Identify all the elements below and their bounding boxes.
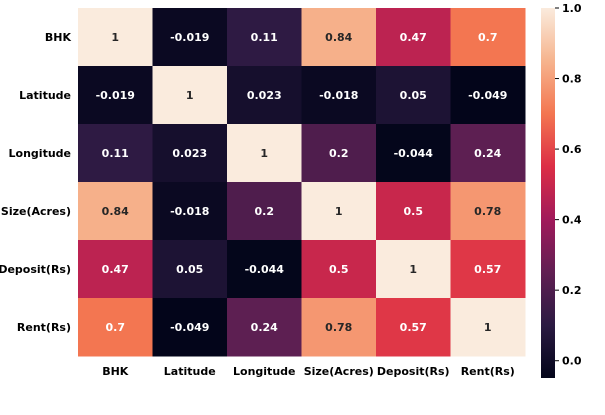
heatmap-cell xyxy=(227,8,302,67)
heatmap-cell xyxy=(152,240,228,299)
y-tick-label: Deposit(Rs) xyxy=(0,263,71,276)
cell-value-label: 0.05 xyxy=(176,263,203,276)
cell-value-label: 1 xyxy=(335,205,343,218)
heatmap-cell xyxy=(450,182,526,241)
cell-value-label: -0.044 xyxy=(245,263,285,276)
heatmap-cell xyxy=(301,240,377,299)
cell-value-label: 0.2 xyxy=(255,205,275,218)
cell-value-label: 0.05 xyxy=(400,89,427,102)
colorbar-tick-label: 0.2 xyxy=(562,284,582,297)
x-tick-label: Deposit(Rs) xyxy=(377,365,450,378)
heatmap-cell xyxy=(227,298,302,357)
y-tick-label: Longitude xyxy=(9,147,71,160)
heatmap-cell xyxy=(227,66,302,125)
colorbar-tick-label: 0.0 xyxy=(562,355,582,368)
cell-value-label: -0.044 xyxy=(394,147,434,160)
heatmap-cell xyxy=(301,124,377,183)
y-axis-tick-labels: BHK Latitude Longitude Size(Acres) Deposit(R… xyxy=(0,31,71,334)
heatmap-cell xyxy=(301,66,377,125)
colorbar-tick-label: 1.0 xyxy=(562,2,582,15)
heatmap-cell xyxy=(450,240,526,299)
colorbar-tick-label: 0.4 xyxy=(562,214,582,227)
heatmap-cell xyxy=(152,182,228,241)
colorbar-tick-label: 0.8 xyxy=(562,73,582,86)
heatmap-cell xyxy=(78,182,153,241)
heatmap-cell xyxy=(78,66,153,125)
cell-value-label: 0.2 xyxy=(329,147,349,160)
cell-value-label: 1 xyxy=(260,147,268,160)
heatmap-cell xyxy=(376,240,451,299)
y-tick-label: Rent(Rs) xyxy=(17,321,71,334)
y-tick-label: BHK xyxy=(45,31,72,44)
cell-value-label: 0.84 xyxy=(325,31,352,44)
heatmap-cell xyxy=(450,124,526,183)
y-tick-label: Latitude xyxy=(19,89,71,102)
y-tick-label: Size(Acres) xyxy=(1,205,71,218)
cell-value-label: 0.24 xyxy=(251,321,278,334)
heatmap-cell xyxy=(376,124,451,183)
cell-value-label: -0.018 xyxy=(170,205,209,218)
x-tick-label: Size(Acres) xyxy=(304,365,374,378)
cell-value-label: 1 xyxy=(111,31,119,44)
heatmap-cell xyxy=(152,298,228,357)
cell-value-label: 1 xyxy=(186,89,194,102)
cell-value-label: 0.84 xyxy=(102,205,129,218)
cell-value-label: 0.5 xyxy=(404,205,424,218)
cell-value-label: 0.78 xyxy=(325,321,352,334)
heatmap-cell xyxy=(376,66,451,125)
heatmap-cell xyxy=(152,124,228,183)
colorbar-ticks: 1.0 0.8 0.6 0.4 0.2 0.0 xyxy=(555,2,582,368)
cell-value-label: 1 xyxy=(409,263,417,276)
cell-value-label: 0.023 xyxy=(172,147,207,160)
heatmap-cell xyxy=(301,298,377,357)
heatmap-cell xyxy=(152,66,228,125)
cell-value-label: 0.023 xyxy=(247,89,282,102)
heatmap-cell xyxy=(227,124,302,183)
x-tick-label: Longitude xyxy=(233,365,295,378)
x-axis-tick-labels: BHK Latitude Longitude Size(Acres) Deposit(R… xyxy=(102,365,515,378)
cell-value-label: 0.47 xyxy=(400,31,427,44)
cell-value-label: 0.11 xyxy=(251,31,278,44)
cell-value-label: 0.11 xyxy=(102,147,129,160)
cell-value-label: 0.24 xyxy=(474,147,501,160)
x-tick-label: Latitude xyxy=(164,365,216,378)
colorbar-tick-label: 0.6 xyxy=(562,143,582,156)
cell-value-label: 0.5 xyxy=(329,263,349,276)
heatmap-cell xyxy=(152,8,228,67)
cell-value-label: 0.57 xyxy=(400,321,427,334)
cell-value-label: 0.57 xyxy=(474,263,501,276)
heatmap-cell xyxy=(78,298,153,357)
cell-value-label: -0.049 xyxy=(468,89,507,102)
cell-value-label: 1 xyxy=(484,321,492,334)
heatmap-cell xyxy=(376,298,451,357)
heatmap-cell xyxy=(78,124,153,183)
x-tick-label: Rent(Rs) xyxy=(461,365,515,378)
heatmap-cell xyxy=(301,182,377,241)
heatmap-cell xyxy=(376,182,451,241)
cell-value-label: -0.049 xyxy=(170,321,209,334)
heatmap-cell xyxy=(376,8,451,67)
cell-value-label: -0.019 xyxy=(96,89,135,102)
cell-value-label: -0.019 xyxy=(170,31,209,44)
colorbar-bar xyxy=(541,8,555,378)
heatmap-cell xyxy=(450,66,526,125)
heatmap-cell xyxy=(78,240,153,299)
heatmap-cell xyxy=(78,8,153,67)
cell-value-label: 0.78 xyxy=(474,205,501,218)
cell-value-label: 0.7 xyxy=(478,31,498,44)
x-tick-label: BHK xyxy=(102,365,129,378)
heatmap-cell xyxy=(227,240,302,299)
cell-value-label: 0.47 xyxy=(102,263,129,276)
colorbar: 1.0 0.8 0.6 0.4 0.2 0.0 xyxy=(541,2,582,378)
cell-value-label: -0.018 xyxy=(319,89,358,102)
heatmap-cell xyxy=(450,8,526,67)
heatmap-cell xyxy=(301,8,377,67)
heatmap-cell xyxy=(450,298,526,357)
heatmap-cell xyxy=(227,182,302,241)
cell-value-label: 0.7 xyxy=(106,321,126,334)
heatmap-cells: 1 -0.019 0.11 0.84 0.47 0.7 -0.019 1 0.023 -0.018… xyxy=(78,8,526,357)
